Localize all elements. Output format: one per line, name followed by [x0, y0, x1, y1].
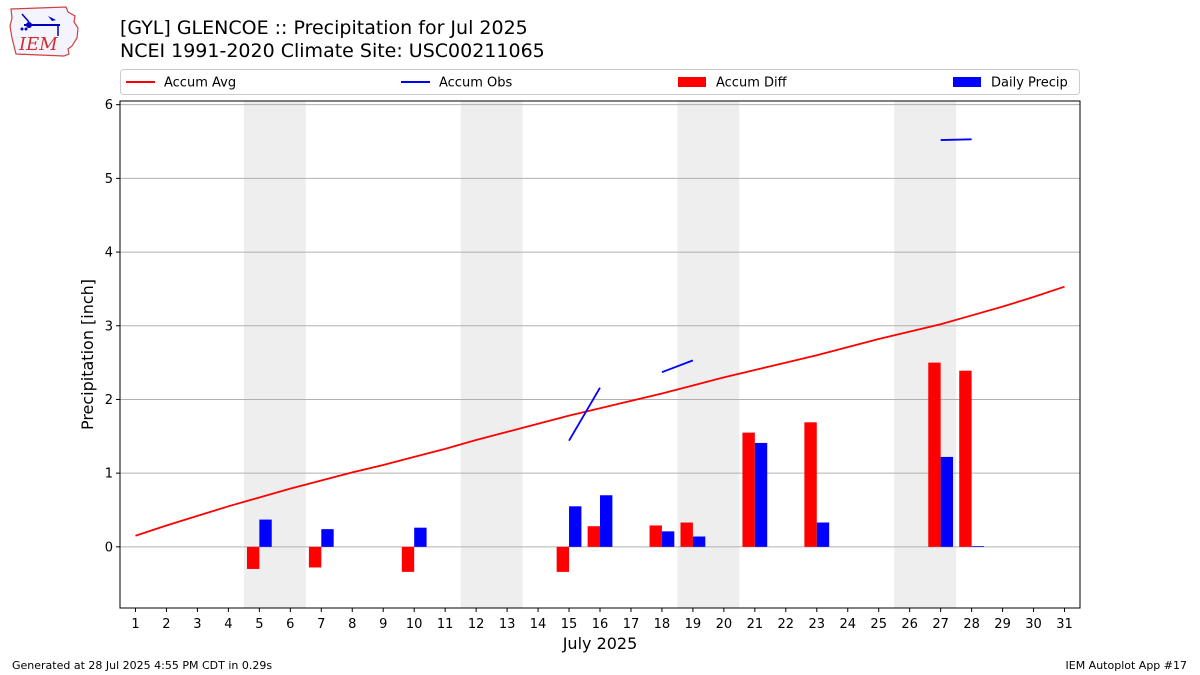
- x-tick-label: 6: [286, 617, 294, 632]
- bar-series: [246, 362, 984, 572]
- x-tick-label: 4: [224, 617, 232, 632]
- weekend-band: [460, 101, 523, 608]
- x-tick-label: 13: [499, 617, 516, 632]
- x-tick-label: 24: [839, 617, 856, 632]
- x-tick-label: 25: [870, 617, 887, 632]
- x-tick-label: 30: [1025, 617, 1042, 632]
- x-tick-label: 23: [809, 617, 826, 632]
- x-tick-label: 17: [623, 617, 640, 632]
- line-series: [135, 138, 1065, 537]
- y-tick-label: 4: [105, 246, 113, 261]
- x-tick-label: 27: [932, 617, 949, 632]
- legend: Accum Avg Accum Obs Accum Diff Daily Precip: [120, 69, 1080, 95]
- accum-diff-bar: [556, 546, 570, 572]
- y-tick-label: 0: [105, 540, 113, 555]
- legend-label: Accum Obs: [439, 76, 512, 91]
- accum-diff-bar: [928, 362, 941, 547]
- x-tick-label: 5: [255, 617, 263, 632]
- y-axis-label: Precipitation [inch]: [78, 279, 97, 430]
- accum-diff-bar: [959, 370, 972, 547]
- x-tick-label: 10: [406, 617, 423, 632]
- y-tick-label: 6: [105, 98, 113, 113]
- x-tick-label: 29: [994, 617, 1011, 632]
- x-tick-label: 11: [437, 617, 454, 632]
- daily-precip-bar: [816, 522, 830, 547]
- logo-text: IEM: [18, 34, 58, 55]
- x-tick-label: 19: [685, 617, 702, 632]
- x-axis-label: July 2025: [562, 634, 638, 653]
- grid-lines: [120, 104, 1080, 548]
- iem-logo: IEM: [8, 6, 80, 62]
- accum-diff-bar: [246, 546, 260, 569]
- daily-precip-bar: [259, 519, 272, 547]
- weekend-shading: [243, 101, 957, 608]
- x-tick-label: 8: [348, 617, 356, 632]
- accum-obs-line: [661, 359, 694, 374]
- x-tick-label: 22: [778, 617, 795, 632]
- daily-precip-bar: [321, 529, 334, 547]
- accum-diff-bar: [308, 546, 322, 568]
- accum-diff-bar: [649, 525, 662, 547]
- x-tick-label: 3: [193, 617, 201, 632]
- legend-patch-swatch: [953, 77, 981, 87]
- x-tick-label: 16: [592, 617, 609, 632]
- accum-obs-line: [568, 387, 601, 442]
- daily-precip-bar: [692, 536, 706, 547]
- accum-diff-bar: [804, 422, 817, 547]
- x-tick-label: 15: [561, 617, 578, 632]
- y-tick-label: 2: [105, 393, 113, 408]
- accum-diff-bar: [401, 546, 415, 572]
- legend-box: [120, 69, 1080, 95]
- legend-label: Accum Diff: [716, 76, 788, 91]
- weekend-band: [243, 101, 306, 608]
- x-tick-label: 1: [131, 617, 139, 632]
- x-tick-label: 20: [716, 617, 733, 632]
- y-tick-label: 5: [105, 172, 113, 187]
- chart-title: [GYL] GLENCOE :: Precipitation for Jul 2…: [120, 17, 528, 39]
- y-tick-label: 1: [105, 467, 113, 482]
- accum-diff-bar: [680, 522, 693, 547]
- x-tick-label: 9: [379, 617, 387, 632]
- daily-precip-bar: [754, 442, 768, 547]
- daily-precip-bar: [971, 546, 984, 547]
- app-label: IEM Autoplot App #17: [1065, 659, 1188, 672]
- legend-label: Daily Precip: [991, 76, 1068, 91]
- daily-precip-bar: [414, 527, 427, 547]
- x-tick-label: 28: [963, 617, 980, 632]
- x-tick-label: 26: [901, 617, 918, 632]
- daily-precip-bar: [940, 456, 954, 547]
- legend-patch-swatch: [678, 77, 706, 87]
- generated-timestamp: Generated at 28 Jul 2025 4:55 PM CDT in …: [12, 659, 273, 672]
- accum-obs-line: [940, 138, 972, 141]
- x-tick-label: 31: [1056, 617, 1073, 632]
- legend-label: Accum Avg: [164, 76, 236, 91]
- daily-precip-bar: [661, 531, 675, 547]
- x-tick-label: 2: [162, 617, 170, 632]
- daily-precip-bar: [600, 495, 613, 547]
- accum-diff-bar: [742, 432, 755, 547]
- x-tick-label: 14: [530, 617, 547, 632]
- y-tick-label: 3: [105, 319, 113, 334]
- x-tick-label: 7: [317, 617, 325, 632]
- chart-subtitle: NCEI 1991-2020 Climate Site: USC00211065: [120, 40, 545, 62]
- daily-precip-bar: [569, 506, 582, 547]
- accum-diff-bar: [587, 526, 600, 547]
- x-tick-label: 12: [468, 617, 485, 632]
- accum-avg-line: [135, 285, 1065, 537]
- x-tick-label: 21: [747, 617, 764, 632]
- x-tick-label: 18: [654, 617, 671, 632]
